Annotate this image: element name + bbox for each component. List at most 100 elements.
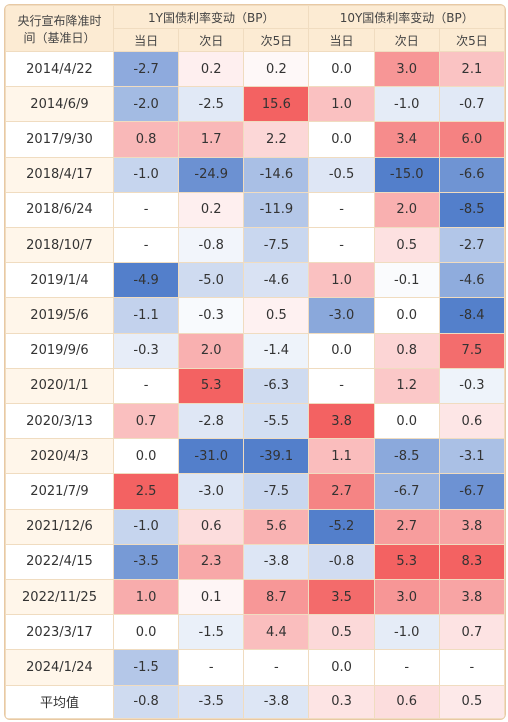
value-cell: 0.0 <box>308 121 375 158</box>
date-cell: 2014/6/9 <box>5 86 114 123</box>
date-cell: 2019/9/6 <box>5 332 114 369</box>
average-value-cell: -3.5 <box>178 684 245 719</box>
table-row: 2014/4/22 -2.7 0.2 0.2 0.0 3.0 2.1 <box>5 50 505 88</box>
average-label: 平均值 <box>5 684 114 719</box>
value-cell: -8.5 <box>373 438 440 475</box>
value-cell: 3.8 <box>308 403 375 440</box>
value-cell: 0.8 <box>373 332 440 369</box>
subheader-1y-day1: 次日 <box>178 28 245 52</box>
value-cell: -5.0 <box>178 262 245 299</box>
date-cell: 2022/4/15 <box>5 543 114 581</box>
average-value-cell: 0.5 <box>438 684 505 719</box>
table-row: 2021/12/6 -1.0 0.6 5.6 -5.2 2.7 3.8 <box>5 508 505 545</box>
value-cell: -5.2 <box>308 508 375 545</box>
value-cell: 2.0 <box>373 191 440 229</box>
table-row: 2017/9/30 0.8 1.7 2.2 0.0 3.4 6.0 <box>5 121 505 158</box>
table-row: 2018/6/24-0.2 -11.9-2.0 -8.5 <box>5 191 505 229</box>
value-cell: 3.8 <box>438 579 505 616</box>
value-cell: -11.9 <box>243 191 310 229</box>
value-cell: - <box>112 367 180 405</box>
date-cell: 2019/1/4 <box>5 262 114 299</box>
value-cell: -1.5 <box>178 614 245 651</box>
rate-change-table: 央行宣布降准时间（基准日） 1Y国债利率变动（BP） 10Y国债利率变动（BP）… <box>5 5 505 719</box>
average-row: 平均值 -0.8 -3.5 -3.8 0.3 0.6 0.5 <box>5 684 505 719</box>
subheader-10y-day5: 次5日 <box>438 28 505 52</box>
value-cell: 0.2 <box>178 191 245 229</box>
value-cell: 1.0 <box>112 579 180 616</box>
value-cell: 5.3 <box>373 543 440 581</box>
value-cell: -8.4 <box>438 297 505 334</box>
value-cell: - <box>308 191 375 229</box>
value-cell: -0.3 <box>438 367 505 405</box>
value-cell: 8.7 <box>243 579 310 616</box>
group-header-1y: 1Y国债利率变动（BP） <box>112 5 310 29</box>
value-cell: - <box>178 649 245 686</box>
value-cell: 3.8 <box>438 508 505 545</box>
value-cell: - <box>243 649 310 686</box>
value-cell: -0.8 <box>178 227 245 264</box>
value-cell: -1.0 <box>112 156 180 193</box>
table-row: 2020/3/13 0.7 -2.8 -5.5 3.8 0.0 0.6 <box>5 403 505 440</box>
value-cell: -39.1 <box>243 438 310 475</box>
value-cell: -4.6 <box>243 262 310 299</box>
value-cell: 0.8 <box>112 121 180 158</box>
date-cell: 2020/3/13 <box>5 403 114 440</box>
date-cell: 2018/4/17 <box>5 156 114 193</box>
value-cell: -0.3 <box>178 297 245 334</box>
row-label-header: 央行宣布降准时间（基准日） <box>5 5 114 52</box>
date-cell: 2019/5/6 <box>5 297 114 334</box>
value-cell: 3.4 <box>373 121 440 158</box>
value-cell: 0.2 <box>178 50 245 88</box>
value-cell: -31.0 <box>178 438 245 475</box>
value-cell: 0.0 <box>112 438 180 475</box>
value-cell: 3.0 <box>373 50 440 88</box>
value-cell: 0.2 <box>243 50 310 88</box>
value-cell: 8.3 <box>438 543 505 581</box>
value-cell: -6.7 <box>373 473 440 510</box>
value-cell: -0.1 <box>373 262 440 299</box>
value-cell: 0.0 <box>112 614 180 651</box>
value-cell: -6.3 <box>243 367 310 405</box>
value-cell: - <box>112 191 180 229</box>
subheader-10y-day0: 当日 <box>308 28 375 52</box>
value-cell: -0.5 <box>308 156 375 193</box>
subheader-1y-day0: 当日 <box>112 28 180 52</box>
value-cell: 2.1 <box>438 50 505 88</box>
value-cell: - <box>373 649 440 686</box>
value-cell: 0.0 <box>308 649 375 686</box>
value-cell: -8.5 <box>438 191 505 229</box>
value-cell: -3.1 <box>438 438 505 475</box>
value-cell: - <box>438 649 505 686</box>
value-cell: - <box>112 227 180 264</box>
date-cell: 2014/4/22 <box>5 50 114 88</box>
value-cell: -6.6 <box>438 156 505 193</box>
table-row: 2022/11/25 1.0 0.1 8.7 3.5 3.0 3.8 <box>5 579 505 616</box>
value-cell: -7.5 <box>243 473 310 510</box>
value-cell: 15.6 <box>243 86 310 123</box>
value-cell: - <box>308 227 375 264</box>
value-cell: 1.0 <box>308 86 375 123</box>
value-cell: 0.5 <box>243 297 310 334</box>
value-cell: -0.7 <box>438 86 505 123</box>
value-cell: -2.5 <box>178 86 245 123</box>
value-cell: 5.6 <box>243 508 310 545</box>
date-cell: 2021/7/9 <box>5 473 114 510</box>
subheader-1y-day5: 次5日 <box>243 28 310 52</box>
value-cell: -3.8 <box>243 543 310 581</box>
value-cell: -6.7 <box>438 473 505 510</box>
table-row: 2022/4/15 -3.5 2.3 -3.8 -0.8 5.3 8.3 <box>5 543 505 581</box>
date-cell: 2018/10/7 <box>5 227 114 264</box>
value-cell: -2.7 <box>438 227 505 264</box>
value-cell: -24.9 <box>178 156 245 193</box>
value-cell: 2.2 <box>243 121 310 158</box>
average-value-cell: 0.3 <box>308 684 375 719</box>
table-body: 2014/4/22 -2.7 0.2 0.2 0.0 3.0 2.1 2014/6/9 -2.0… <box>5 50 505 719</box>
value-cell: -2.7 <box>112 50 180 88</box>
value-cell: -1.1 <box>112 297 180 334</box>
value-cell: 3.5 <box>308 579 375 616</box>
date-cell: 2022/11/25 <box>5 579 114 616</box>
value-cell: -2.0 <box>112 86 180 123</box>
value-cell: 0.6 <box>178 508 245 545</box>
table-row: 2019/5/6 -1.1 -0.3 0.5 -3.0 0.0 -8.4 <box>5 297 505 334</box>
table-row: 2019/1/4 -4.9 -5.0 -4.6 1.0 -0.1 -4.6 <box>5 262 505 299</box>
